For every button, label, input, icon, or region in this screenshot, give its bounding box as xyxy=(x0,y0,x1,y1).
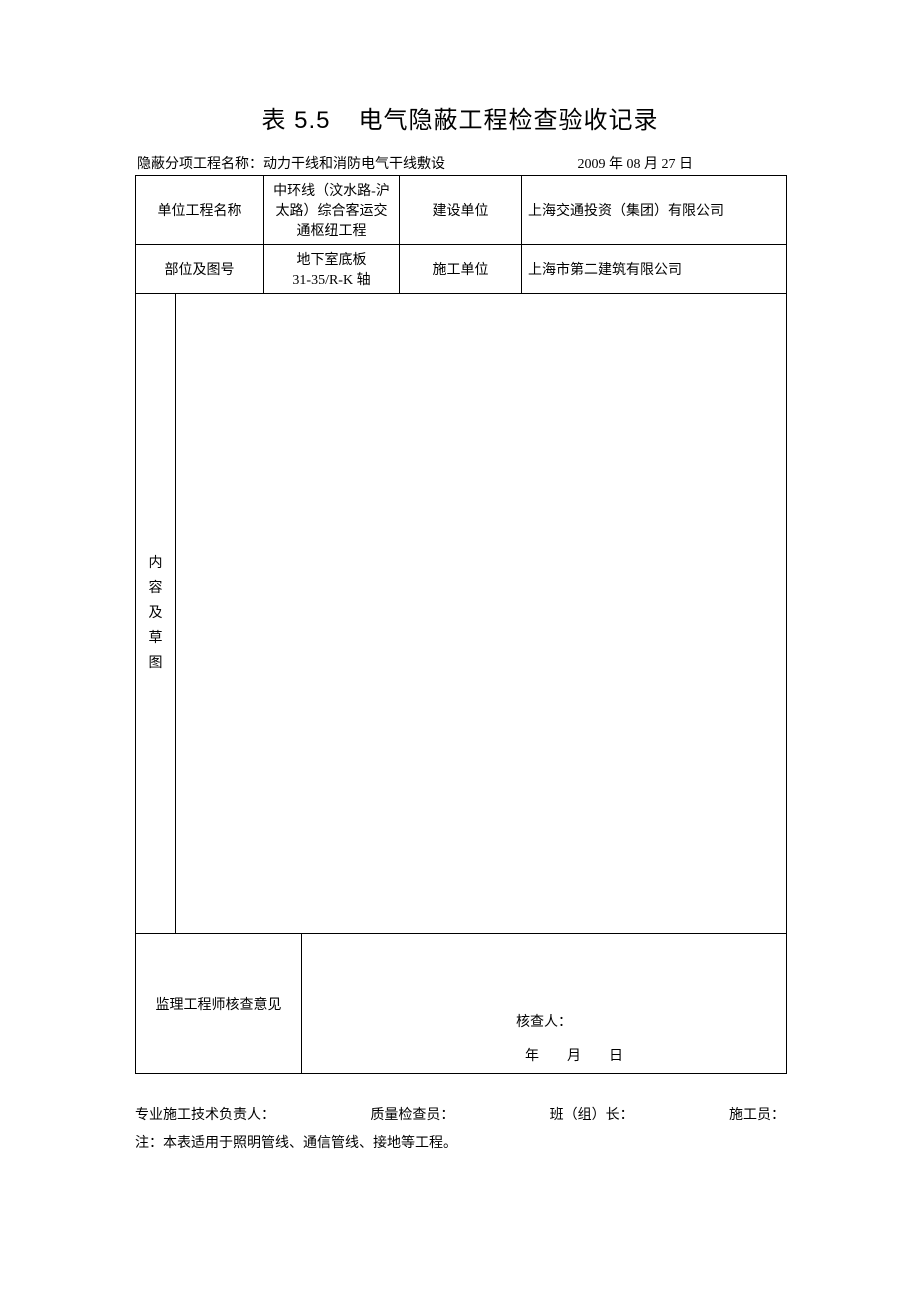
sig-builder: 施工员： xyxy=(729,1104,785,1124)
review-content-cell: 核查人： 年 月 日 xyxy=(302,934,787,1074)
content-label-cell: 内容及草图 xyxy=(136,294,176,934)
contractor-label: 施工单位 xyxy=(400,245,522,294)
contractor-value: 上海市第二建筑有限公司 xyxy=(522,245,787,294)
table-row-location: 部位及图号 地下室底板 31-35/R-K 轴 施工单位 上海市第二建筑有限公司 xyxy=(136,245,787,294)
location-value-line1: 地下室底板 xyxy=(270,249,393,269)
content-label: 内容及草图 xyxy=(142,551,169,677)
review-label: 监理工程师核查意见 xyxy=(136,934,302,1074)
date-text: 2009 年 08 月 27 日 xyxy=(578,157,694,172)
content-area xyxy=(176,294,787,934)
location-value: 地下室底板 31-35/R-K 轴 xyxy=(264,245,400,294)
footer-signatures: 专业施工技术负责人： 质量检查员： 班（组）长： 施工员： xyxy=(135,1104,785,1124)
location-value-line2: 31-35/R-K 轴 xyxy=(270,269,393,289)
unit-project-value: 中环线（汶水路-沪太路）综合客运交通枢纽工程 xyxy=(264,176,400,245)
table-row-review: 监理工程师核查意见 核查人： 年 月 日 xyxy=(136,934,787,1074)
table-number: 表 5.5 xyxy=(261,107,330,134)
project-name-label: 隐蔽分项工程名称： xyxy=(137,157,263,172)
header-row: 隐蔽分项工程名称：动力干线和消防电气干线敷设 2009 年 08 月 27 日 xyxy=(135,153,785,173)
table-row-unit: 单位工程名称 中环线（汶水路-沪太路）综合客运交通枢纽工程 建设单位 上海交通投… xyxy=(136,176,787,245)
location-label: 部位及图号 xyxy=(136,245,264,294)
header-date: 2009 年 08 月 27 日 xyxy=(578,153,784,173)
unit-project-label: 单位工程名称 xyxy=(136,176,264,245)
table-row-content: 内容及草图 xyxy=(136,294,787,934)
sig-team-lead: 班（组）长： xyxy=(550,1104,634,1124)
review-inner: 核查人： 年 月 日 xyxy=(302,1011,786,1065)
footer-note: 注：本表适用于照明管线、通信管线、接地等工程。 xyxy=(135,1132,785,1152)
document-title: 表 5.5 电气隐蔽工程检查验收记录 xyxy=(135,100,785,135)
sig-quality-inspector: 质量检查员： xyxy=(370,1104,454,1124)
header-project: 隐蔽分项工程名称：动力干线和消防电气干线敷设 xyxy=(137,153,578,173)
construction-unit-label: 建设单位 xyxy=(400,176,522,245)
footer: 专业施工技术负责人： 质量检查员： 班（组）长： 施工员： 注：本表适用于照明管… xyxy=(135,1104,785,1152)
main-table: 单位工程名称 中环线（汶水路-沪太路）综合客运交通枢纽工程 建设单位 上海交通投… xyxy=(135,175,787,1074)
review-date: 年 月 日 xyxy=(302,1045,786,1065)
title-text: 电气隐蔽工程检查验收记录 xyxy=(359,108,659,134)
construction-unit-value: 上海交通投资（集团）有限公司 xyxy=(522,176,787,245)
sig-tech-lead: 专业施工技术负责人： xyxy=(135,1104,275,1124)
reviewer-label: 核查人： xyxy=(302,1011,786,1031)
project-name-value: 动力干线和消防电气干线敷设 xyxy=(263,157,445,172)
